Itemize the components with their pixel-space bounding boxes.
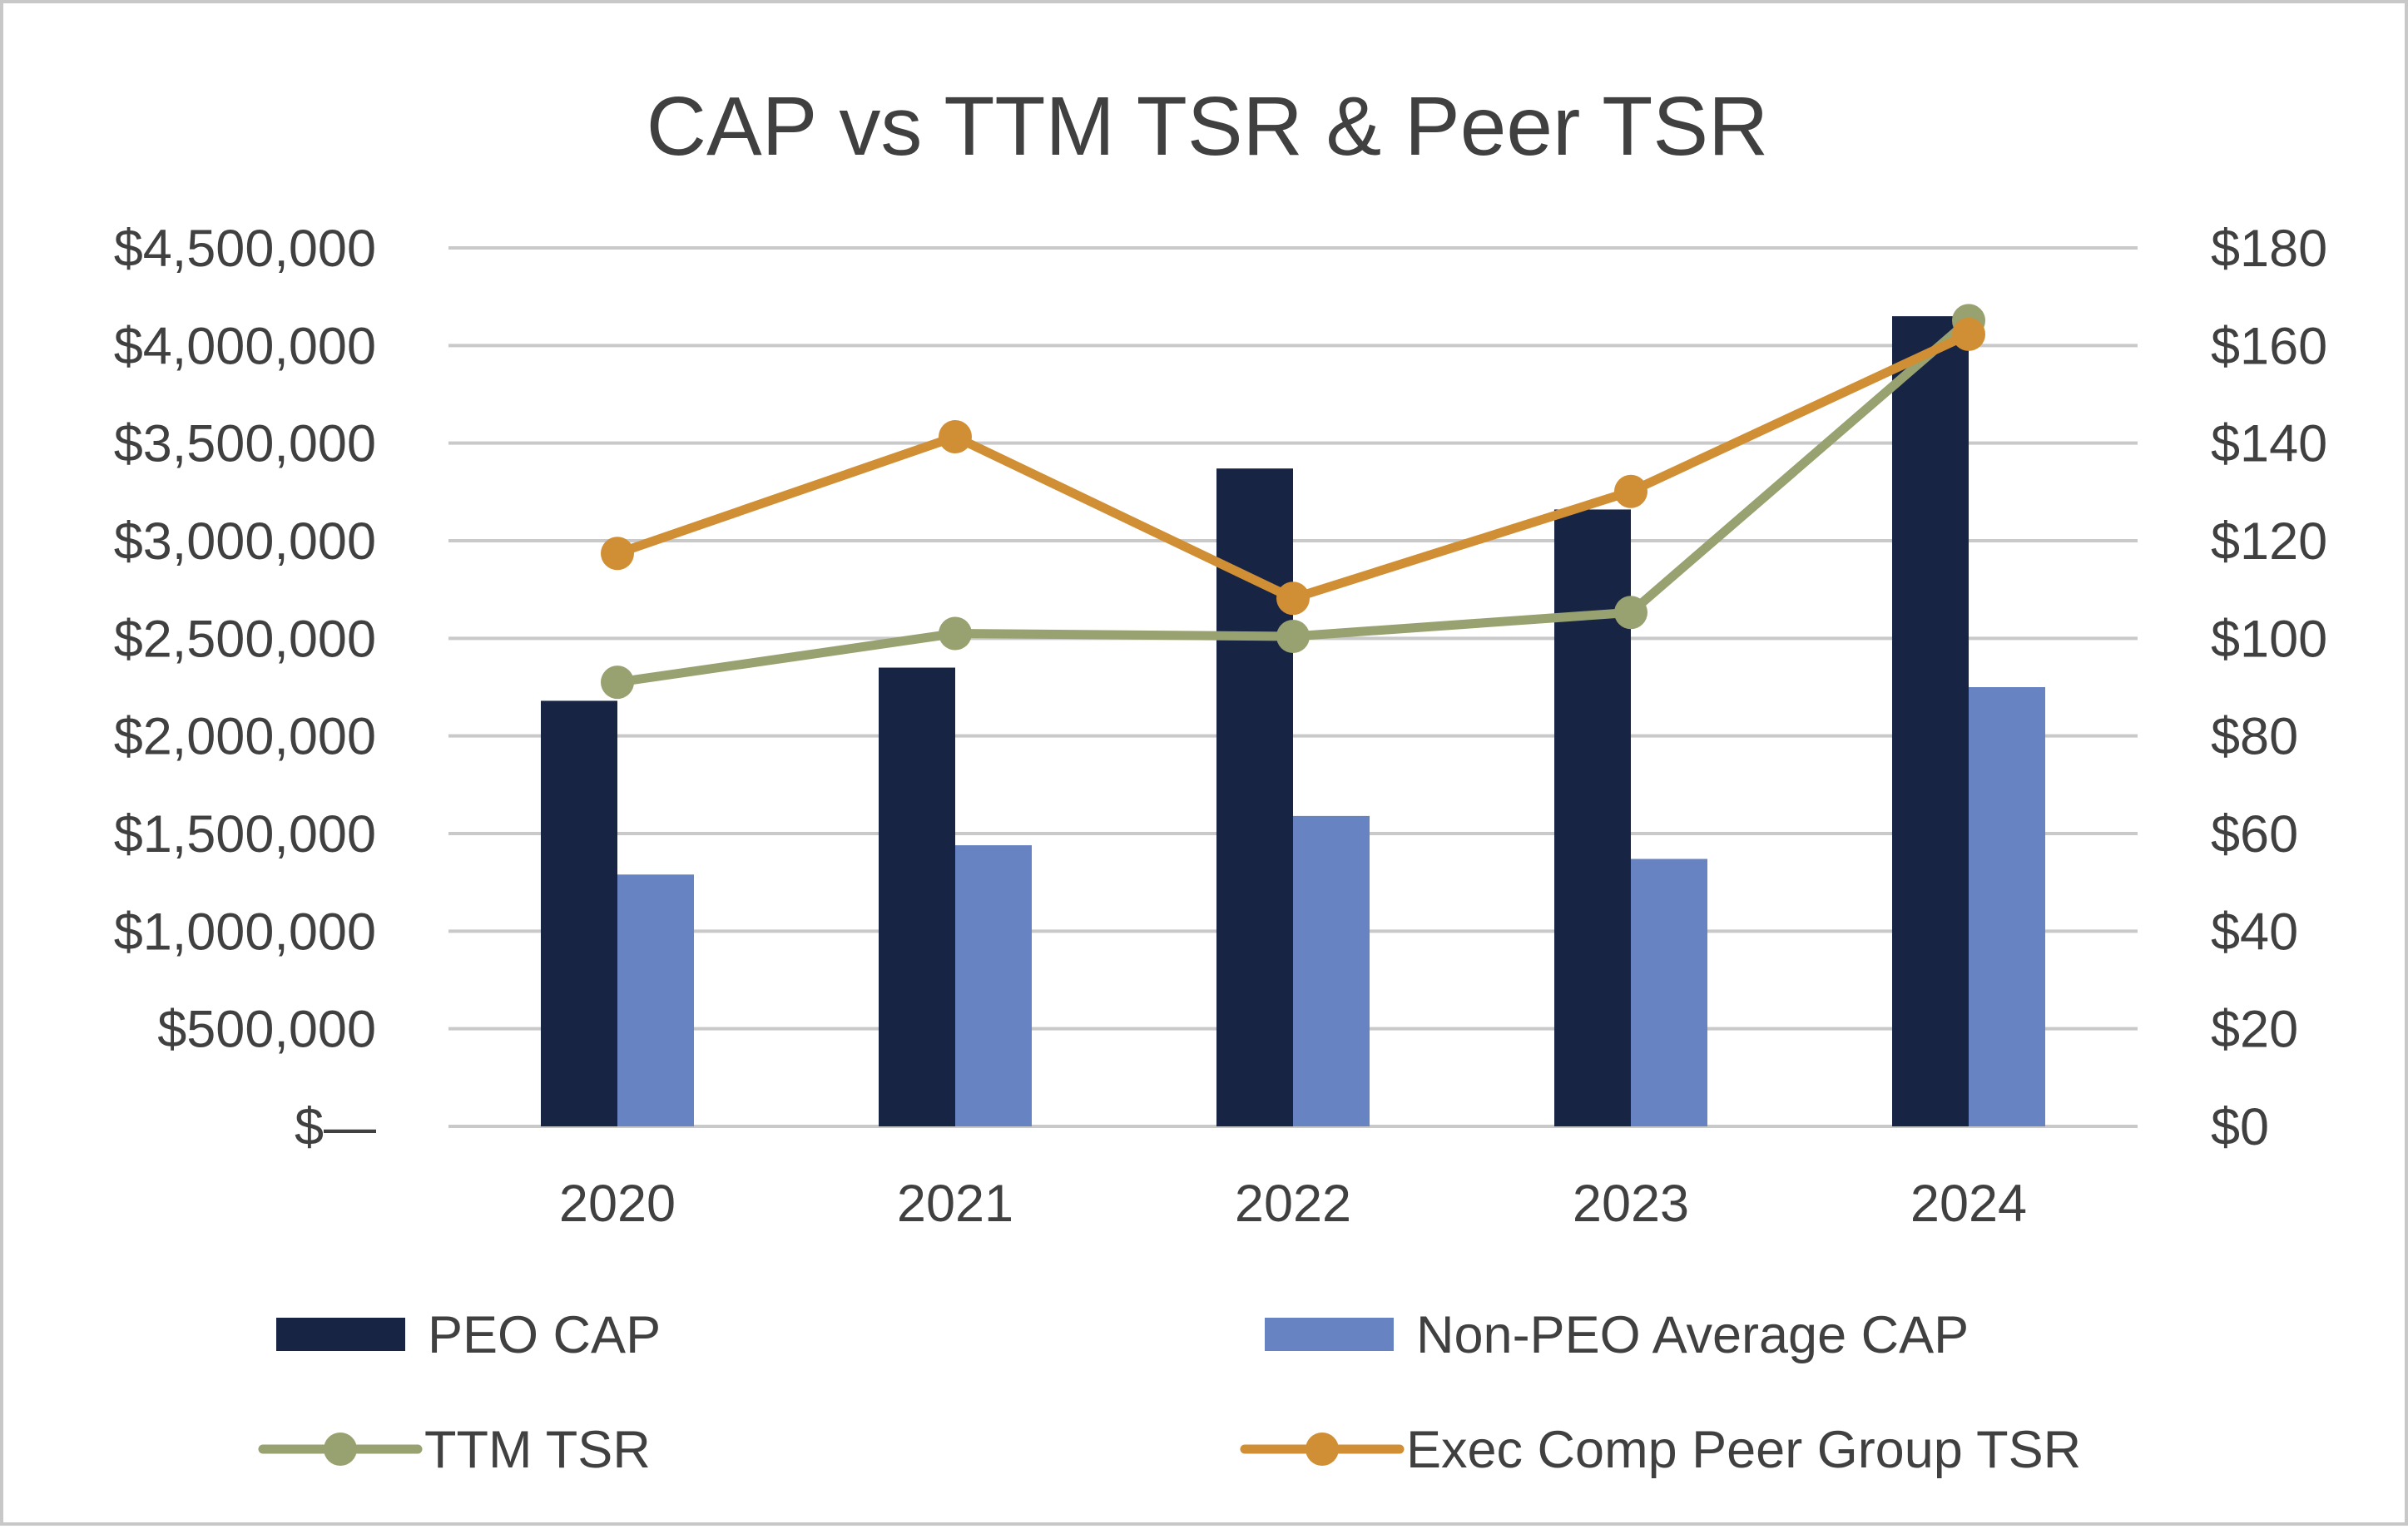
right-tick-label: $180: [2211, 220, 2327, 278]
legend-item-exec-comp-peer-group-tsr: Exec Comp Peer Group TSR: [1240, 1421, 2081, 1479]
legend: PEO CAP Non-PEO Average CAP TTM TSR Exec Co…: [258, 1306, 2081, 1479]
bar-non-peo-average-cap-2024: [1969, 687, 2045, 1126]
right-tick-label: $100: [2211, 610, 2327, 668]
right-tick-label: $120: [2211, 512, 2327, 571]
point-ttm-tsr-2021: [939, 616, 972, 651]
x-tick-label: 2020: [559, 1175, 676, 1233]
left-axis: $— $500,000 $1,000,000 $1,500,000 $2,000,000…: [114, 220, 376, 1156]
right-tick-label: $40: [2211, 903, 2298, 961]
legend-label-peo-cap: PEO CAP: [428, 1306, 661, 1364]
left-tick-label: $—: [295, 1098, 376, 1156]
left-tick-label: $1,000,000: [114, 903, 376, 961]
x-axis: 2020 2021 2022 2023 2024: [559, 1175, 2027, 1233]
legend-label-exec-comp-peer-group-tsr: Exec Comp Peer Group TSR: [1406, 1421, 2081, 1479]
legend-swatch-peo-cap: [276, 1318, 405, 1351]
left-tick-label: $2,500,000: [114, 610, 376, 668]
bar-non-peo-average-cap-2023: [1631, 859, 1707, 1126]
legend-item-non-peo-average-cap: Non-PEO Average CAP: [1265, 1306, 1969, 1364]
chart-title: CAP vs TTM TSR & Peer TSR: [647, 80, 1769, 173]
right-tick-label: $0: [2211, 1098, 2269, 1156]
right-tick-label: $20: [2211, 1001, 2298, 1059]
point-ttm-tsr-2023: [1614, 596, 1647, 630]
bar-peo-cap-2024: [1892, 316, 1969, 1127]
x-tick-label: 2023: [1573, 1175, 1689, 1233]
bar-non-peo-average-cap-2021: [955, 845, 1032, 1126]
bar-non-peo-average-cap-2020: [617, 874, 694, 1126]
legend-item-peo-cap: PEO CAP: [276, 1306, 661, 1364]
legend-label-non-peo-average-cap: Non-PEO Average CAP: [1416, 1306, 1969, 1364]
point-exec-comp-peer-group-tsr-2021: [939, 420, 972, 454]
point-ttm-tsr-2022: [1276, 619, 1310, 653]
legend-marker-ttm-tsr: [324, 1433, 357, 1466]
point-exec-comp-peer-group-tsr-2023: [1614, 474, 1647, 508]
point-exec-comp-peer-group-tsr-2024: [1952, 317, 1985, 351]
point-exec-comp-peer-group-tsr-2022: [1276, 581, 1310, 616]
left-tick-label: $4,000,000: [114, 317, 376, 375]
legend-swatch-non-peo-average-cap: [1265, 1318, 1394, 1351]
right-tick-label: $60: [2211, 805, 2298, 863]
bar-series-group: [541, 316, 2045, 1127]
x-tick-label: 2022: [1235, 1175, 1351, 1233]
left-tick-label: $4,500,000: [114, 220, 376, 278]
legend-label-ttm-tsr: TTM TSR: [424, 1421, 651, 1479]
right-tick-label: $140: [2211, 415, 2327, 473]
x-tick-label: 2021: [897, 1175, 1013, 1233]
chart: CAP vs TTM TSR & Peer TSR $— $500,000 $1,0…: [114, 80, 2327, 1479]
bar-non-peo-average-cap-2022: [1293, 815, 1370, 1126]
bar-peo-cap-2021: [879, 667, 955, 1126]
left-tick-label: $1,500,000: [114, 805, 376, 863]
right-tick-label: $160: [2211, 317, 2327, 375]
left-tick-label: $3,500,000: [114, 415, 376, 473]
legend-item-ttm-tsr: TTM TSR: [258, 1421, 651, 1479]
right-tick-label: $80: [2211, 708, 2298, 766]
left-tick-label: $500,000: [157, 1001, 376, 1059]
x-tick-label: 2024: [1910, 1175, 2027, 1233]
bar-peo-cap-2020: [541, 700, 617, 1126]
left-tick-label: $2,000,000: [114, 708, 376, 766]
right-axis: $0 $20 $40 $60 $80 $100 $120 $140 $160 $180: [2211, 220, 2327, 1156]
legend-marker-exec-comp-peer-group-tsr: [1306, 1433, 1339, 1466]
left-tick-label: $3,000,000: [114, 512, 376, 571]
line-series-group: [601, 304, 1985, 700]
point-exec-comp-peer-group-tsr-2020: [601, 537, 634, 571]
point-ttm-tsr-2020: [601, 666, 634, 700]
